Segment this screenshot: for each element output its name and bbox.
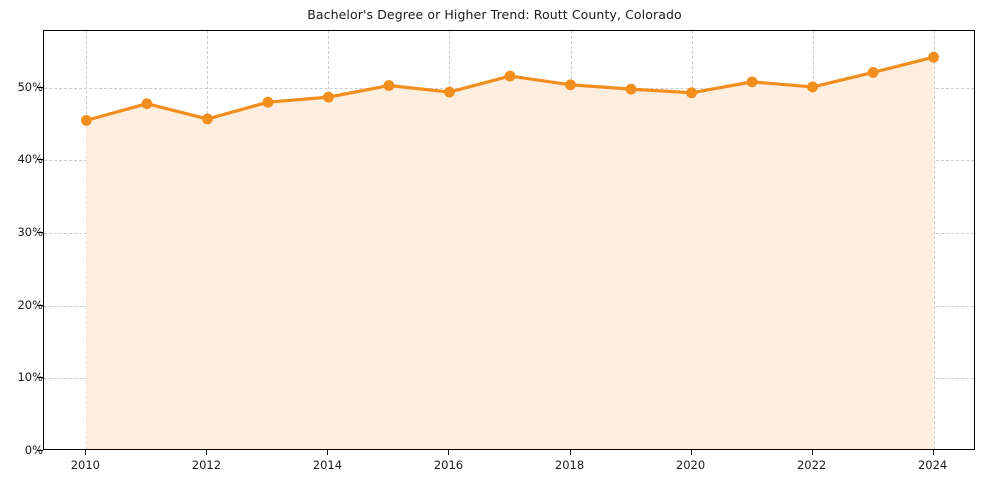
y-axis-tick-label: 40%	[17, 152, 43, 167]
y-axis-tick-label: 50%	[17, 79, 43, 94]
x-axis-tick-label: 2020	[675, 458, 706, 472]
x-axis-tick-label: 2016	[433, 458, 464, 472]
x-axis-tick-mark	[327, 450, 329, 455]
x-axis-tick-label: 2010	[70, 458, 100, 472]
data-point-marker[interactable]	[746, 76, 758, 88]
x-axis-tick-mark	[932, 450, 934, 455]
x-axis-tick-label: 2018	[554, 458, 585, 472]
data-point-marker[interactable]	[625, 83, 637, 95]
x-axis-tick-mark	[569, 450, 571, 455]
y-axis-tick-mark	[37, 377, 43, 379]
data-point-marker[interactable]	[504, 70, 516, 82]
data-point-marker[interactable]	[807, 81, 818, 93]
y-axis-tick-mark	[37, 159, 43, 161]
y-axis-tick-mark	[37, 450, 43, 451]
data-point-marker[interactable]	[565, 79, 576, 91]
gridline-vertical	[933, 31, 935, 449]
y-axis: 0% 10% 20% 30% 40% 50%	[0, 0, 43, 490]
x-axis-tick-mark	[206, 450, 208, 455]
chart-title: Bachelor's Degree or Higher Trend: Routt…	[307, 7, 682, 22]
x-axis-tick-mark	[811, 450, 813, 455]
data-point-marker[interactable]	[444, 86, 455, 98]
y-axis-tick-label: 0%	[24, 443, 43, 457]
data-point-marker[interactable]	[928, 51, 940, 63]
data-point-marker[interactable]	[686, 87, 697, 99]
data-point-marker[interactable]	[867, 67, 879, 78]
y-axis-tick-label: 30%	[17, 225, 43, 239]
data-point-marker[interactable]	[323, 91, 334, 103]
data-point-marker[interactable]	[262, 96, 274, 108]
y-axis-tick-mark	[37, 86, 43, 88]
x-axis-tick-label: 2012	[191, 458, 222, 472]
x-axis-tick-mark	[85, 450, 87, 455]
data-point-marker[interactable]	[383, 80, 395, 91]
area-fill	[86, 57, 934, 449]
data-point-marker[interactable]	[141, 98, 153, 110]
line-series-group	[80, 51, 940, 449]
x-axis-tick-mark	[690, 450, 692, 455]
x-axis-tick-label: 2014	[312, 458, 343, 472]
x-axis-tick-label: 2022	[796, 458, 827, 472]
data-point-marker[interactable]	[80, 114, 92, 126]
x-axis-tick-mark	[448, 450, 450, 455]
x-axis-tick-label: 2024	[917, 458, 948, 472]
plot-area	[43, 30, 975, 450]
y-axis-tick-label: 10%	[17, 370, 43, 385]
data-point-marker[interactable]	[202, 113, 213, 125]
y-axis-tick-label: 20%	[17, 297, 43, 312]
y-axis-tick-mark	[37, 304, 43, 306]
y-axis-tick-mark	[37, 232, 43, 233]
